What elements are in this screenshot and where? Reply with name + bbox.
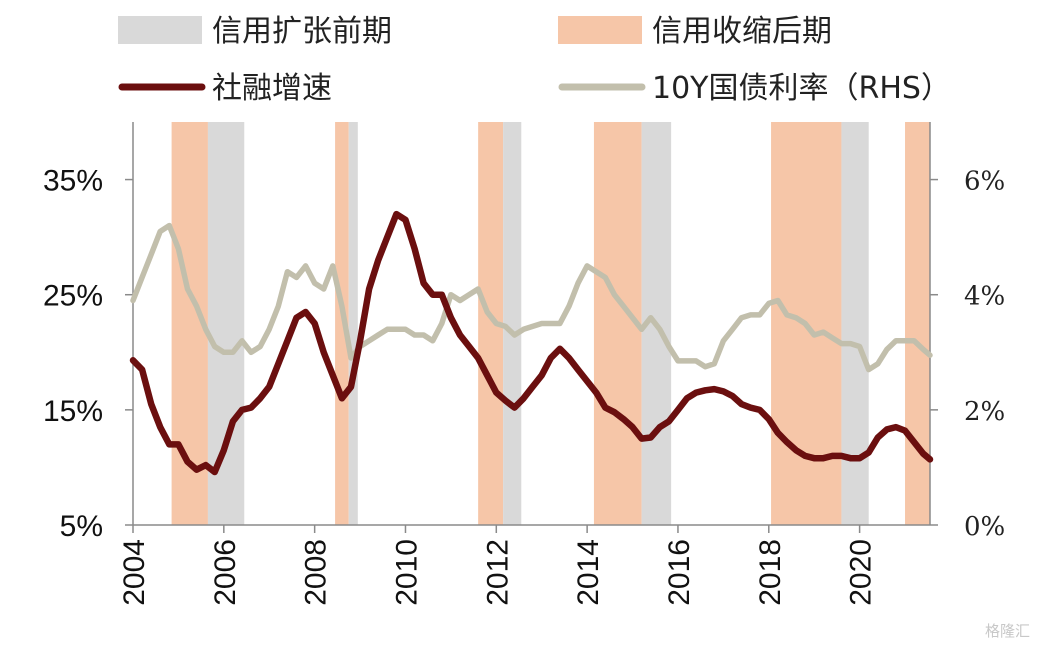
y-left-tick-label: 25% xyxy=(43,280,103,313)
y-right-tick-label: 4% xyxy=(964,282,1005,312)
expansion-legend-swatch xyxy=(118,16,202,44)
expansion-legend-label: 信用扩张前期 xyxy=(212,14,392,49)
expansion-band-2 xyxy=(503,122,522,525)
contraction-band-5 xyxy=(905,122,930,525)
x-tick-label: 2016 xyxy=(663,539,696,606)
series-lines xyxy=(129,210,934,476)
bond-legend-label: 10Y国债利率（RHS） xyxy=(652,71,951,106)
tsf-legend-label: 社融增速 xyxy=(212,71,332,106)
x-tick-label: 2018 xyxy=(754,539,787,606)
expansion-band-1 xyxy=(348,122,358,525)
x-tick-label: 2020 xyxy=(845,539,878,606)
x-tick-label: 2012 xyxy=(481,539,514,606)
bond-yield-series-line xyxy=(130,222,933,373)
contraction-legend-swatch xyxy=(558,16,642,44)
x-tick-label: 2014 xyxy=(572,539,605,606)
tsf-growth-series-line xyxy=(129,210,934,476)
x-tick-label: 2006 xyxy=(209,539,242,606)
y-right-tick-label: 6% xyxy=(964,167,1005,197)
expansion-band-4 xyxy=(841,122,869,525)
watermark-text: 格隆汇 xyxy=(985,622,1030,640)
x-tick-label: 2010 xyxy=(390,539,423,606)
x-tick-label: 2004 xyxy=(118,539,151,606)
watermark: 格隆汇 xyxy=(985,622,1030,640)
contraction-legend-label: 信用收缩后期 xyxy=(652,14,832,49)
axes: 5% 15% 25% 35% 0% 2% 4% 6% 2004 2006 2008 2010 2012 2… xyxy=(43,122,1005,606)
contraction-band-1 xyxy=(335,122,349,525)
y-left-tick-label: 35% xyxy=(43,165,103,198)
y-right-tick-label: 2% xyxy=(964,397,1005,427)
expansion-band-0 xyxy=(207,122,245,525)
x-tick-label: 2008 xyxy=(300,539,333,606)
y-right-tick-label: 0% xyxy=(964,512,1005,542)
y-left-tick-label: 15% xyxy=(43,395,103,428)
y-left-tick-label: 5% xyxy=(60,510,103,543)
